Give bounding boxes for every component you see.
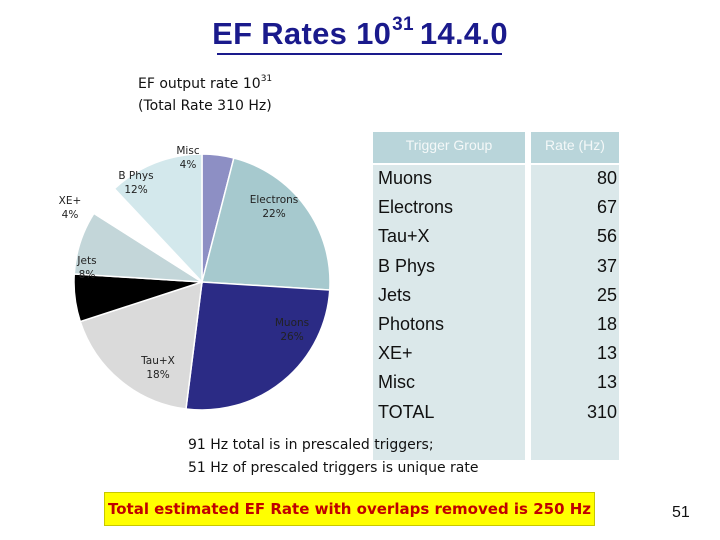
note-line-1: 91 Hz total is in prescaled triggers;	[188, 437, 434, 453]
row-rate-value: 18	[596, 314, 617, 334]
row-rate-value: 13	[596, 343, 617, 364]
row-trigger-group: Jets	[378, 284, 412, 305]
chart-title-main: EF output rate 10	[138, 76, 261, 92]
row-rate-value: 67	[596, 197, 617, 218]
slice-name: XE+	[58, 195, 82, 207]
row-rate-value: 310	[586, 401, 617, 422]
slide-title-main: EF Rates 10	[212, 16, 392, 51]
pie-slice-tau-x	[79, 280, 203, 410]
pie-slice-electrons	[201, 157, 331, 291]
slice-name: Tau+X	[141, 355, 175, 367]
row-trigger-group: Muons	[378, 168, 433, 188]
row-rate-value: 13	[596, 372, 617, 393]
slice-label-tau-x: Tau+X 18%	[128, 354, 188, 382]
rate-column-background	[531, 165, 619, 460]
row-rate-value: 56	[596, 226, 617, 247]
slice-label-xe: XE+ 4%	[40, 194, 100, 222]
slice-label-b-phys: B Phys 12%	[106, 169, 166, 197]
pie-slice-muons	[185, 281, 331, 411]
slice-percent: 26%	[280, 331, 304, 343]
slice-label-muons: Muons 26%	[262, 316, 322, 344]
row-trigger-group: Photons	[378, 314, 445, 334]
header-rate: Rate (Hz)	[531, 132, 619, 163]
slice-percent: 12%	[124, 184, 148, 196]
row-rate-value: 25	[596, 284, 617, 305]
row-rate-value: 80	[596, 168, 617, 188]
slide-title-exponent: 31	[392, 14, 414, 35]
slide-title-version: 14.4.0	[419, 16, 508, 51]
slice-label-electrons: Electrons 22%	[244, 193, 304, 221]
row-rate-value: 37	[596, 255, 617, 276]
row-trigger-group: XE+	[378, 343, 413, 364]
row-trigger-group: B Phys	[378, 255, 436, 276]
slice-percent: 8%	[78, 269, 96, 281]
slice-name: Misc	[176, 145, 200, 157]
slice-name: Jets	[77, 255, 97, 267]
title-underline	[217, 53, 502, 55]
slice-percent: 22%	[262, 208, 286, 220]
note-line-2: 51 Hz of prescaled triggers is unique ra…	[188, 460, 479, 476]
slice-name: Muons	[274, 317, 310, 329]
slice-label-misc: Misc 4%	[158, 144, 218, 172]
header-trigger-group: Trigger Group	[373, 132, 525, 163]
slide-title: EF Rates 1031 14.4.0	[0, 14, 720, 52]
row-trigger-group: TOTAL	[378, 401, 435, 422]
chart-title: EF output rate 1031 (Total Rate 310 Hz)	[138, 68, 398, 117]
chart-title-line2: (Total Rate 310 Hz)	[138, 98, 272, 114]
prescale-note: 91 Hz total is in prescaled triggers; 51…	[188, 434, 478, 480]
slice-percent: 4%	[61, 209, 79, 221]
slice-name: B Phys	[118, 170, 154, 182]
slice-label-jets: Jets 8%	[57, 254, 117, 282]
row-trigger-group: Electrons	[378, 197, 454, 218]
chart-title-exponent: 31	[260, 74, 273, 84]
row-trigger-group: Misc	[378, 372, 415, 393]
slice-percent: 4%	[179, 159, 197, 171]
slice-name: Electrons	[249, 194, 299, 206]
page-number: 51	[672, 504, 690, 521]
row-trigger-group: Tau+X	[378, 226, 430, 247]
slice-percent: 18%	[146, 369, 170, 381]
pie-slice-b-phys	[113, 153, 203, 284]
overlap-banner: Total estimated EF Rate with overlaps re…	[104, 492, 595, 526]
group-column-background	[373, 165, 525, 460]
chart-title-line1: EF output rate 1031	[138, 68, 398, 95]
